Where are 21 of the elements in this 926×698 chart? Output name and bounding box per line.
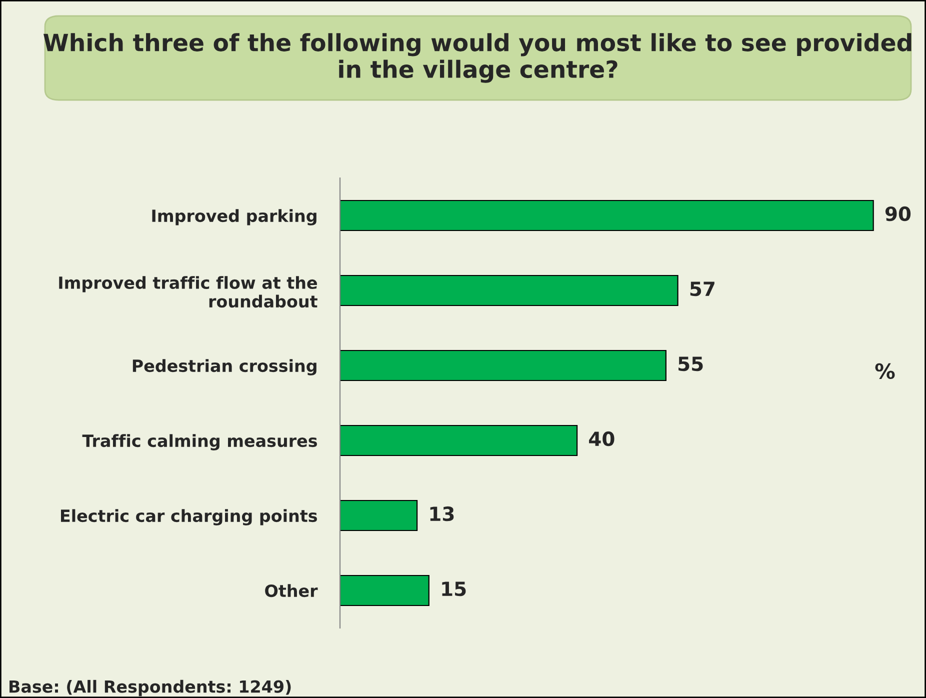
bar [340, 274, 678, 306]
data-label: 55 [678, 356, 703, 372]
y-tick-label: Pedestrian crossing [132, 359, 316, 376]
bar [340, 574, 430, 606]
data-label: 40 [589, 431, 614, 446]
chart-title: Which three of the following would you most like to see provided in the village centre? [43, 33, 912, 83]
bar [340, 200, 874, 232]
bar [340, 500, 418, 532]
data-label: 57 [690, 282, 714, 296]
data-label: 13 [430, 506, 454, 522]
y-tick-label: Other [265, 584, 318, 598]
bar [340, 424, 578, 456]
y-tick-label: Improved traffic flow at the roundabout [59, 276, 318, 308]
text: % [875, 363, 895, 380]
y-tick-label: Traffic calming measures [82, 434, 317, 450]
bar [340, 350, 666, 382]
y-tick-label: Improved parking [152, 209, 316, 226]
data-label: 90 [885, 206, 911, 222]
text: Base: (All Respondents: 1249) [10, 680, 291, 696]
data-label: 15 [442, 582, 466, 596]
y-tick-label: Electric car charging points [61, 509, 317, 526]
